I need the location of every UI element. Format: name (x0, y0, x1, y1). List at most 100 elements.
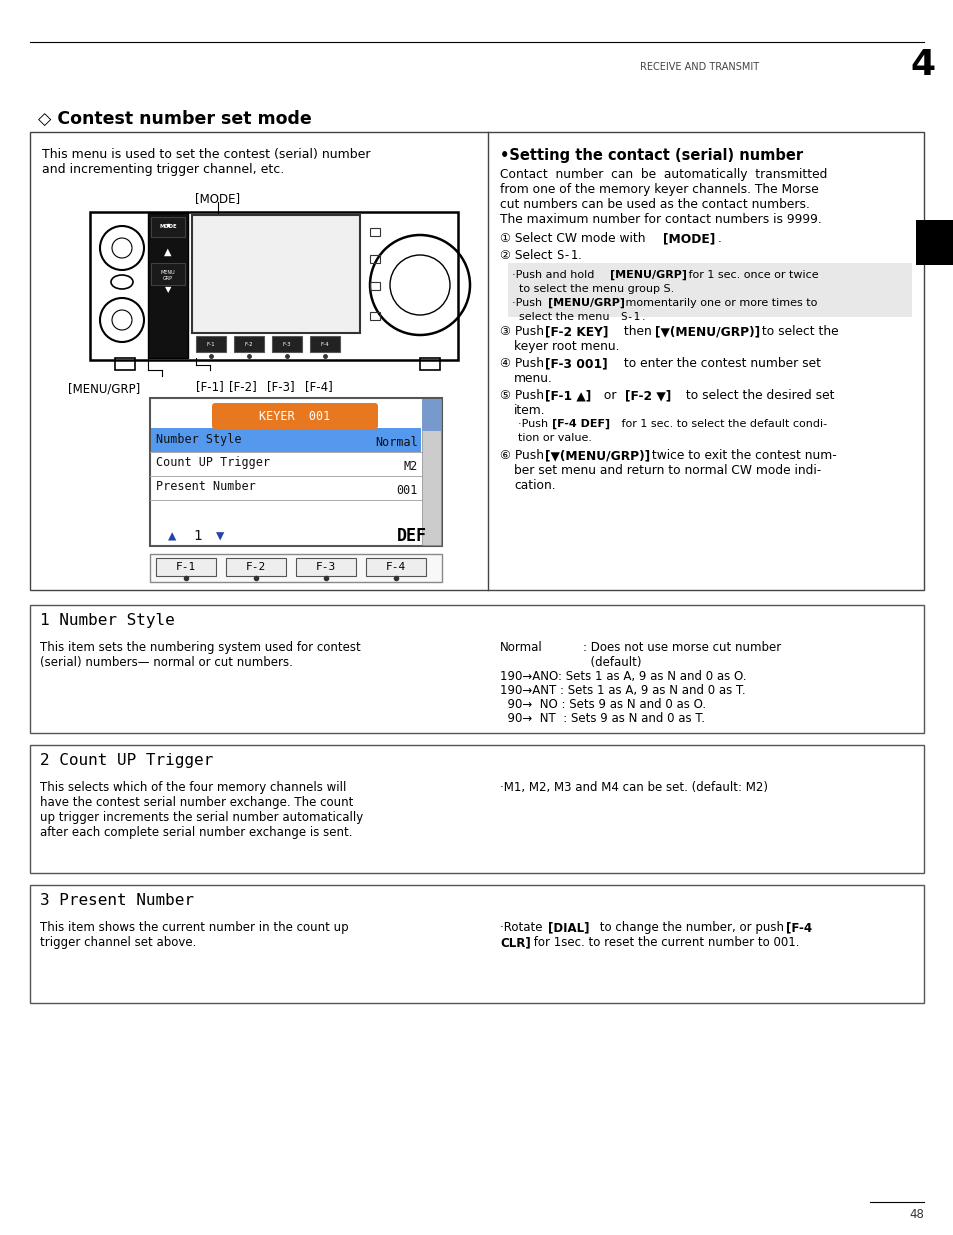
Text: 001: 001 (396, 484, 417, 496)
Text: This item sets the numbering system used for contest: This item sets the numbering system used… (40, 641, 360, 655)
Bar (90, 212, 457, 359)
Bar (507, 263, 911, 317)
Text: (default): (default) (567, 656, 640, 669)
Text: •Setting the contact (serial) number: •Setting the contact (serial) number (499, 148, 802, 163)
Bar (370, 228, 379, 236)
Text: S-1: S-1 (556, 249, 578, 262)
Bar (370, 312, 379, 320)
Text: or: or (599, 389, 619, 403)
Text: [▼(MENU/GRP)]: [▼(MENU/GRP)] (544, 450, 649, 462)
Text: F-4: F-4 (320, 342, 329, 347)
Text: for 1sec. to reset the current number to 001.: for 1sec. to reset the current number to… (530, 936, 799, 948)
Bar (419, 358, 439, 370)
Text: ▼: ▼ (215, 529, 224, 543)
Bar (370, 254, 379, 263)
Bar (30, 745, 923, 873)
Text: to select the desired set: to select the desired set (681, 389, 834, 403)
Text: .: . (718, 232, 721, 245)
Text: 4: 4 (924, 237, 943, 266)
Text: 48: 48 (908, 1208, 923, 1221)
Bar (150, 398, 441, 546)
Text: Present Number: Present Number (156, 480, 255, 493)
Bar (151, 263, 185, 285)
Text: ④ Push: ④ Push (499, 357, 547, 370)
Text: 190→ANT : Sets 1 as A, 9 as N and 0 as T.: 190→ANT : Sets 1 as A, 9 as N and 0 as T… (499, 684, 745, 697)
Text: [F-2 KEY]: [F-2 KEY] (544, 325, 608, 338)
Text: and incrementing trigger channel, etc.: and incrementing trigger channel, etc. (42, 163, 284, 177)
Text: 1 Number Style: 1 Number Style (40, 613, 174, 629)
Bar (151, 217, 185, 237)
Text: F-2: F-2 (244, 342, 253, 347)
Text: select the menu: select the menu (512, 312, 613, 322)
Text: ·M1, M2, M3 and M4 can be set. (default: M2): ·M1, M2, M3 and M4 can be set. (default:… (499, 781, 767, 794)
Text: [F-4]: [F-4] (305, 380, 333, 393)
Text: momentarily one or more times to: momentarily one or more times to (621, 298, 817, 308)
Text: [F-3 001]: [F-3 001] (544, 357, 607, 370)
Text: keyer root menu.: keyer root menu. (514, 340, 618, 353)
Bar (195, 336, 226, 352)
Bar (295, 558, 355, 576)
Text: item.: item. (514, 404, 545, 417)
Text: Normal: Normal (375, 436, 417, 450)
Text: [F-4: [F-4 (785, 921, 811, 934)
FancyBboxPatch shape (212, 403, 377, 429)
Text: [F-2]: [F-2] (229, 380, 256, 393)
Text: 190→ANO: Sets 1 as A, 9 as N and 0 as O.: 190→ANO: Sets 1 as A, 9 as N and 0 as O. (499, 671, 745, 683)
Bar (915, 220, 953, 266)
Bar (30, 885, 923, 1003)
Bar (226, 558, 286, 576)
Text: ·Push and hold: ·Push and hold (512, 270, 598, 280)
Text: [MENU/GRP]: [MENU/GRP] (68, 382, 140, 395)
Text: F-1: F-1 (207, 342, 215, 347)
Text: [MODE]: [MODE] (194, 191, 240, 205)
Text: [F-4 DEF]: [F-4 DEF] (552, 419, 610, 430)
Text: [MODE]: [MODE] (662, 232, 715, 245)
Bar (192, 215, 359, 333)
Text: Contact  number  can  be  automatically  transmitted: Contact number can be automatically tran… (499, 168, 826, 182)
Text: [F-1 ▲]: [F-1 ▲] (544, 389, 591, 403)
Text: tion or value.: tion or value. (517, 433, 592, 443)
Text: RECEIVE AND TRANSMIT: RECEIVE AND TRANSMIT (639, 62, 759, 72)
Text: ① Select CW mode with: ① Select CW mode with (499, 232, 649, 245)
Text: then: then (619, 325, 655, 338)
Text: This item shows the current number in the count up: This item shows the current number in th… (40, 921, 348, 934)
Text: ⑤ Push: ⑤ Push (499, 389, 547, 403)
Text: F-3: F-3 (315, 562, 335, 572)
Bar (156, 558, 215, 576)
Text: Count UP Trigger: Count UP Trigger (156, 456, 270, 469)
Text: Number Style: Number Style (156, 433, 241, 446)
Text: ⑥ Push: ⑥ Push (499, 450, 547, 462)
Text: to change the number, or push: to change the number, or push (596, 921, 787, 934)
Bar (151, 429, 420, 452)
Text: (serial) numbers— normal or cut numbers.: (serial) numbers— normal or cut numbers. (40, 656, 293, 669)
Text: F-1: F-1 (175, 562, 196, 572)
Text: to enter the contest number set: to enter the contest number set (619, 357, 821, 370)
Bar (421, 399, 440, 545)
Bar (233, 336, 264, 352)
Text: 4: 4 (909, 48, 934, 82)
Text: 90→  NO : Sets 9 as N and 0 as O.: 90→ NO : Sets 9 as N and 0 as O. (499, 698, 705, 711)
Text: F-3: F-3 (282, 342, 291, 347)
Text: cation.: cation. (514, 479, 555, 492)
Text: MODE: MODE (159, 224, 176, 228)
Bar (30, 132, 923, 590)
Text: F-2: F-2 (246, 562, 266, 572)
Text: menu.: menu. (514, 372, 553, 385)
Bar (150, 555, 441, 582)
Bar (421, 399, 440, 431)
Text: [MENU/GRP]: [MENU/GRP] (547, 298, 624, 309)
Text: ▲: ▲ (164, 247, 172, 257)
Text: [F-1]: [F-1] (195, 380, 224, 393)
Text: after each complete serial number exchange is sent.: after each complete serial number exchan… (40, 826, 352, 839)
Bar (148, 212, 188, 358)
Text: 2 Count UP Trigger: 2 Count UP Trigger (40, 753, 213, 768)
Text: ② Select: ② Select (499, 249, 556, 262)
Text: twice to exit the contest num-: twice to exit the contest num- (647, 450, 836, 462)
Text: to select the menu group S.: to select the menu group S. (512, 284, 674, 294)
Text: MENU: MENU (160, 269, 175, 274)
Text: ▼: ▼ (165, 285, 172, 294)
Bar (310, 336, 339, 352)
Text: .: . (641, 312, 645, 322)
Bar (366, 558, 426, 576)
Text: have the contest serial number exchange. The count: have the contest serial number exchange.… (40, 797, 353, 809)
